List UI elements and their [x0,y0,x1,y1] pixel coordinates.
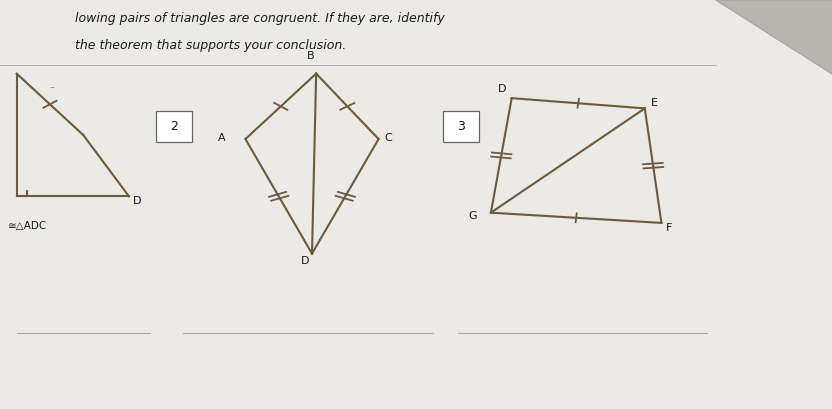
Text: D: D [498,84,506,94]
Text: A: A [218,133,225,143]
Text: the theorem that supports your conclusion.: the theorem that supports your conclusio… [75,39,346,52]
Text: G: G [468,211,477,221]
Text: ≅△ADC: ≅△ADC [8,221,47,231]
Text: D: D [301,256,310,266]
Text: 3: 3 [457,120,465,133]
Text: E: E [651,97,657,108]
Text: F: F [666,223,672,233]
Text: C: C [384,133,392,143]
Text: 2: 2 [170,120,178,133]
FancyBboxPatch shape [443,111,479,142]
FancyBboxPatch shape [156,111,192,142]
Polygon shape [716,0,832,74]
Text: lowing pairs of triangles are congruent. If they are, identify: lowing pairs of triangles are congruent.… [75,13,444,25]
Text: D: D [133,196,141,207]
Text: –: – [50,82,55,92]
Text: B: B [307,51,315,61]
